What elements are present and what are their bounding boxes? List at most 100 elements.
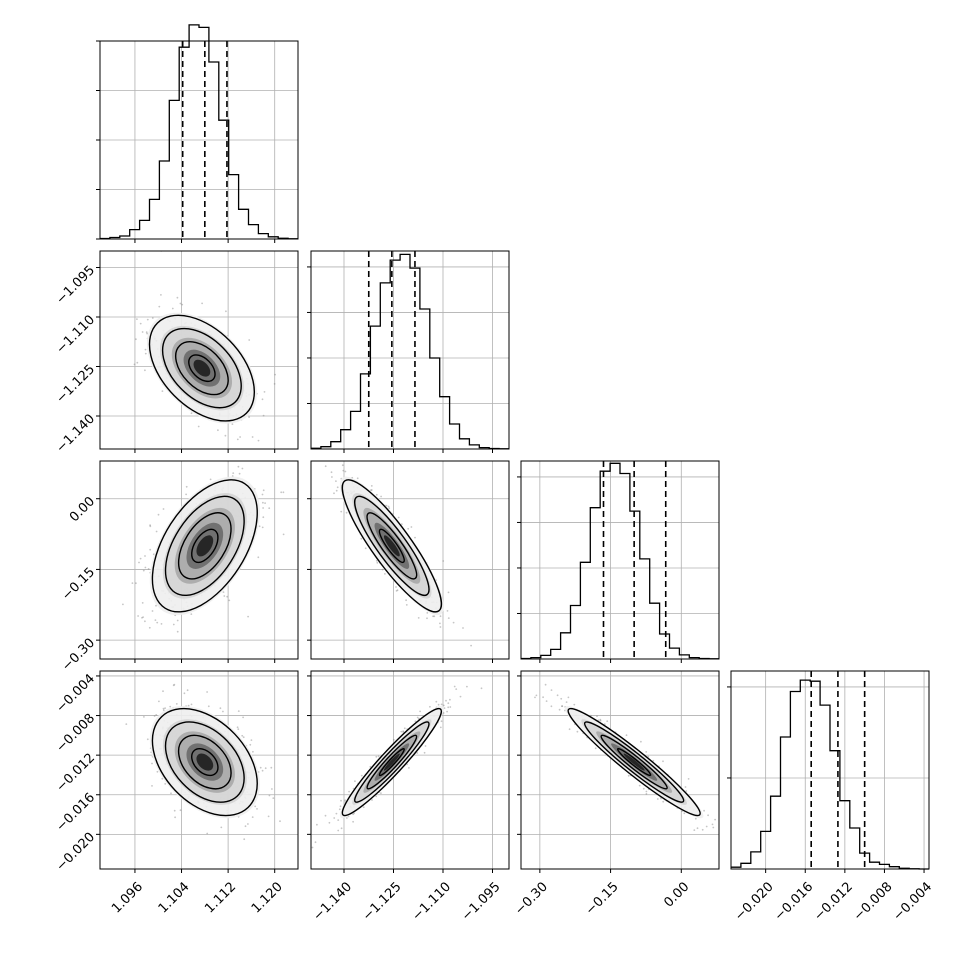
sample-point [160,623,163,625]
sample-point [426,612,429,614]
sample-point [550,705,553,708]
sample-point [142,616,145,618]
sample-point [263,391,266,393]
contour-1 [177,512,232,580]
y-tick-label-1-0: −1.140 [53,411,98,456]
sample-point [256,808,258,810]
sample-point [279,820,281,823]
sample-point [151,317,154,319]
sample-point [149,525,152,528]
sample-point [262,414,265,417]
sample-point [402,731,405,733]
sample-point [271,788,273,790]
contour-0 [378,528,405,564]
sample-point [333,817,336,819]
sample-point [370,489,372,492]
sample-point [280,491,283,494]
sample-point [146,738,149,741]
sample-point [136,318,138,320]
sample-point [158,700,160,703]
sample-point [560,697,563,700]
sample-point [254,805,257,808]
sample-point [190,703,193,706]
sample-point [452,621,455,624]
sample-point [447,706,450,709]
sample-point [267,815,270,818]
sample-point [356,477,359,480]
sample-point [407,527,410,530]
sample-point [443,707,446,709]
sample-point [442,560,445,562]
sample-point [153,715,156,717]
contour-2 [164,721,245,803]
sample-point [440,720,443,723]
sample-point [535,694,538,697]
sample-point [261,398,264,401]
sample-point [328,821,331,824]
contour-0 [188,354,216,383]
x-tick-label-3-1: −0.016 [772,879,817,924]
sample-point [158,305,161,308]
panel-content [100,443,298,659]
sample-point [346,817,348,819]
sample-point [360,537,363,540]
sample-point [155,604,157,607]
sample-point [173,809,176,812]
sample-point [640,740,642,743]
sample-point [244,825,247,828]
sample-point [151,610,154,612]
sample-point [335,480,337,482]
sample-point [558,708,561,711]
sample-point [442,704,445,707]
x-tick-label-3-3: −0.008 [851,879,896,924]
sample-point [249,743,252,746]
sample-point [348,456,350,458]
sample-point [375,493,378,496]
sample-point [414,720,417,723]
sample-point [462,627,464,629]
sample-point [239,436,242,438]
sample-point [173,683,176,686]
panel-frame [310,250,510,450]
sample-point [596,715,598,717]
sample-point [222,710,224,713]
panel-content [311,456,509,659]
sample-point [324,814,327,817]
density-level-4 [383,753,400,771]
sample-point [311,846,314,849]
sample-point [262,516,265,519]
sample-point [429,705,431,708]
sample-point [447,702,450,705]
sample-point [135,582,137,585]
sample-point [137,615,140,617]
sample-point [396,589,399,592]
sample-point [711,823,714,826]
sample-point [561,705,563,708]
histogram-3 [731,679,929,870]
diag-panel-2 [517,460,720,660]
sample-point [161,777,164,780]
sample-point [172,684,175,687]
sample-point [241,734,244,737]
sample-point [170,792,172,795]
sample-point [191,443,193,445]
sample-point [270,766,273,769]
sample-point [331,476,333,478]
sample-point [185,485,188,488]
sample-point [336,486,339,489]
sample-point [206,832,209,835]
sample-point [342,469,345,472]
contour-1 [175,341,229,396]
sample-point [337,819,340,821]
sample-point [685,790,688,792]
sample-point [652,759,655,762]
sample-point [340,827,343,830]
sample-point [179,809,182,812]
sample-point [714,818,716,821]
sample-point [687,778,690,780]
sample-point [556,694,559,697]
sample-point [149,524,152,527]
sample-point [335,812,338,815]
sample-point [660,797,662,800]
sample-point [220,826,223,829]
